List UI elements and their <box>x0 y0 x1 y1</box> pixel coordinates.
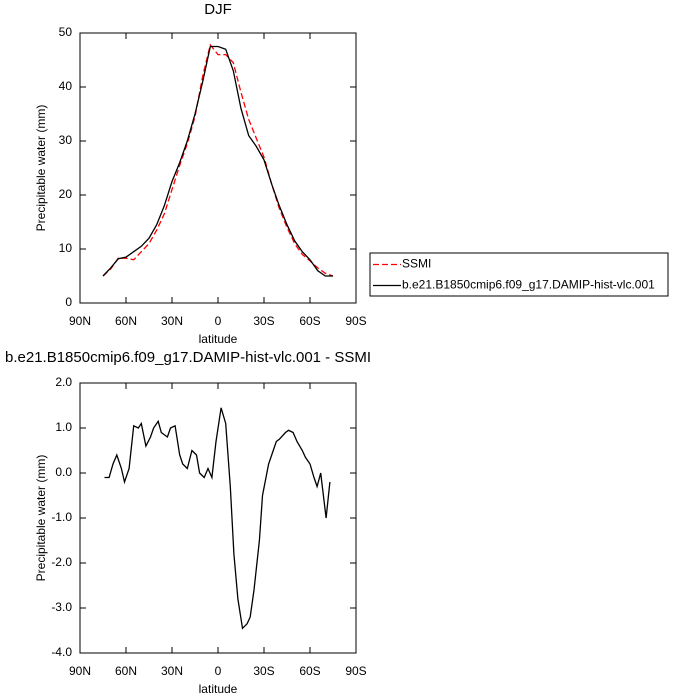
y-axis-label: Precipitable water (mm) <box>34 105 48 232</box>
x-axis-label: latitude <box>199 332 238 346</box>
data-line <box>102 45 333 277</box>
plot-frame <box>79 382 357 654</box>
x-tick-label: 30S <box>253 664 274 678</box>
y-tick-label: 30 <box>59 133 73 147</box>
plot-frame <box>79 32 357 304</box>
data-line <box>102 43 334 277</box>
y-axis-label: Precipitable water (mm) <box>34 455 48 582</box>
x-tick-label: 90S <box>345 314 366 328</box>
x-tick-label: 60N <box>115 664 137 678</box>
x-tick-label: 90S <box>345 664 366 678</box>
y-tick-label: 1.0 <box>55 420 72 434</box>
y-tick-label: 40 <box>59 79 73 93</box>
x-tick-label: 90N <box>69 314 91 328</box>
y-tick-label: 0 <box>65 295 72 309</box>
y-tick-label: -3.0 <box>51 600 72 614</box>
x-tick-label: 0 <box>215 314 222 328</box>
chart-title: DJF <box>204 1 232 18</box>
y-tick-label: -2.0 <box>51 555 72 569</box>
legend-label: b.e21.B1850cmip6.f09_g17.DAMIP-hist-vlc.… <box>402 278 655 292</box>
legend-label: SSMI <box>402 257 431 271</box>
y-tick-label: -1.0 <box>51 510 72 524</box>
chart-title: b.e21.B1850cmip6.f09_g17.DAMIP-hist-vlc.… <box>5 349 371 366</box>
y-tick-label: 10 <box>59 241 73 255</box>
x-tick-label: 30N <box>161 314 183 328</box>
x-tick-label: 60S <box>299 314 320 328</box>
legend-box <box>369 252 669 297</box>
y-tick-label: -4.0 <box>51 645 72 659</box>
x-tick-label: 60S <box>299 664 320 678</box>
x-tick-label: 60N <box>115 314 137 328</box>
x-tick-label: 0 <box>215 664 222 678</box>
y-tick-label: 2.0 <box>55 375 72 389</box>
y-tick-label: 50 <box>59 25 73 39</box>
y-tick-label: 20 <box>59 187 73 201</box>
x-tick-label: 90N <box>69 664 91 678</box>
x-tick-label: 30N <box>161 664 183 678</box>
x-axis-label: latitude <box>199 682 238 696</box>
y-tick-label: 0.0 <box>55 465 72 479</box>
x-tick-label: 30S <box>253 314 274 328</box>
data-line <box>104 407 331 630</box>
